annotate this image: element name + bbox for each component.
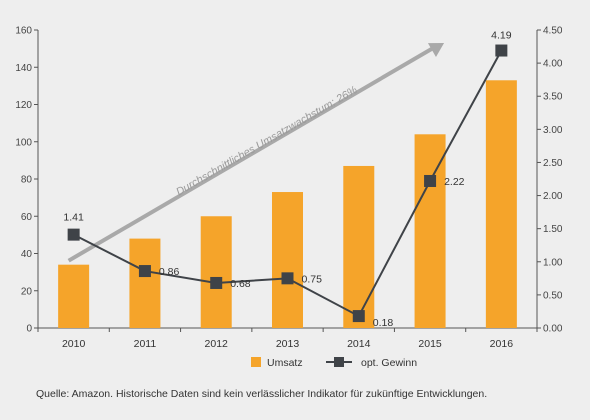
x-tick-label: 2014 bbox=[347, 338, 371, 350]
growth-arrow-head bbox=[427, 43, 445, 57]
y-right-tick-label: 1.50 bbox=[543, 224, 563, 235]
data-label-opt-gewinn: 0.75 bbox=[302, 273, 323, 285]
bar-umsatz bbox=[129, 238, 161, 328]
point-opt-gewinn bbox=[138, 265, 151, 278]
y-right-tick-label: 4.00 bbox=[543, 59, 563, 70]
y-left-tick-label: 160 bbox=[15, 26, 32, 37]
source-note: Quelle: Amazon. Historische Daten sind k… bbox=[36, 388, 488, 400]
y-left-tick-label: 20 bbox=[21, 286, 33, 297]
data-label-opt-gewinn: 0.86 bbox=[159, 266, 180, 278]
bar-umsatz bbox=[58, 264, 90, 328]
point-opt-gewinn bbox=[281, 272, 294, 285]
x-tick-label: 2011 bbox=[134, 338, 157, 350]
point-opt-gewinn bbox=[424, 174, 437, 187]
growth-arrow-line bbox=[67, 45, 436, 263]
x-tick-label: 2015 bbox=[418, 338, 442, 350]
x-tick-label: 2013 bbox=[276, 338, 300, 350]
bar-umsatz bbox=[200, 216, 232, 328]
y-left-tick-label: 140 bbox=[15, 63, 32, 74]
data-label-opt-gewinn: 1.41 bbox=[63, 212, 84, 224]
y-left-tick-label: 0 bbox=[26, 324, 32, 335]
data-label-opt-gewinn: 0.68 bbox=[230, 278, 251, 290]
bar-umsatz bbox=[272, 192, 303, 328]
y-right-tick-label: 2.00 bbox=[543, 191, 563, 202]
y-right-tick-label: 3.00 bbox=[543, 125, 563, 136]
point-opt-gewinn bbox=[352, 310, 365, 323]
x-tick-label: 2012 bbox=[205, 338, 229, 350]
y-left-tick-label: 100 bbox=[15, 137, 32, 148]
bar-umsatz bbox=[414, 134, 446, 328]
y-right-tick-label: 3.50 bbox=[543, 92, 563, 103]
point-opt-gewinn bbox=[495, 44, 508, 57]
data-label-opt-gewinn: 0.18 bbox=[373, 317, 394, 329]
bar-umsatz bbox=[485, 80, 517, 328]
bar-umsatz bbox=[343, 165, 375, 328]
legend-swatch-umsatz bbox=[251, 357, 261, 367]
y-right-tick-label: 4.50 bbox=[543, 26, 563, 37]
legend-label-umsatz: Umsatz bbox=[267, 357, 303, 369]
y-left-tick-label: 40 bbox=[21, 249, 33, 260]
data-label-opt-gewinn: 4.19 bbox=[491, 30, 512, 42]
point-opt-gewinn bbox=[210, 276, 223, 289]
y-right-tick-label: 2.50 bbox=[543, 158, 563, 169]
legend-label-opt-gewinn: opt. Gewinn bbox=[361, 357, 417, 369]
y-right-tick-label: 0.00 bbox=[543, 324, 563, 335]
legend-marker-opt-gewinn bbox=[334, 357, 344, 367]
y-right-tick-label: 1.00 bbox=[543, 257, 563, 268]
y-right-tick-label: 0.50 bbox=[543, 290, 563, 301]
growth-annotation: Durchschnittliches Umsatzwachstum: 26% bbox=[174, 84, 359, 198]
y-left-tick-label: 80 bbox=[21, 175, 33, 186]
y-left-tick-label: 60 bbox=[21, 212, 33, 223]
y-left-tick-label: 120 bbox=[15, 100, 32, 111]
data-label-opt-gewinn: 2.22 bbox=[444, 176, 465, 188]
x-tick-label: 2010 bbox=[62, 338, 86, 350]
x-tick-label: 2016 bbox=[490, 338, 514, 350]
point-opt-gewinn bbox=[67, 228, 80, 241]
